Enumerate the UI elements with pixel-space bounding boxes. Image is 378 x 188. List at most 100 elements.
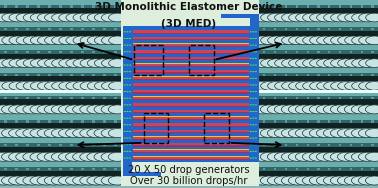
Bar xyxy=(259,176,378,185)
Circle shape xyxy=(16,13,34,22)
Circle shape xyxy=(9,82,26,90)
Circle shape xyxy=(249,78,252,79)
Bar xyxy=(133,110,249,114)
Bar xyxy=(133,68,249,70)
Circle shape xyxy=(51,152,70,161)
Bar xyxy=(37,144,40,146)
Bar xyxy=(26,144,29,146)
Circle shape xyxy=(129,151,131,152)
Circle shape xyxy=(37,13,55,22)
Bar xyxy=(37,28,40,30)
Bar xyxy=(133,102,249,103)
Bar xyxy=(133,146,249,147)
Text: 20 X 50 drop generators: 20 X 50 drop generators xyxy=(128,164,250,175)
Circle shape xyxy=(310,59,327,67)
Circle shape xyxy=(366,59,378,67)
Circle shape xyxy=(331,82,348,90)
Bar xyxy=(133,90,249,94)
Bar xyxy=(133,95,249,96)
Bar xyxy=(133,46,249,47)
Circle shape xyxy=(310,36,327,45)
Bar xyxy=(103,168,105,170)
Circle shape xyxy=(126,144,129,145)
Bar xyxy=(285,51,287,53)
Circle shape xyxy=(255,104,257,105)
Circle shape xyxy=(252,144,254,145)
Circle shape xyxy=(94,36,112,45)
Circle shape xyxy=(9,152,27,161)
Circle shape xyxy=(351,105,370,114)
Circle shape xyxy=(65,105,84,114)
Circle shape xyxy=(80,152,98,161)
Bar xyxy=(318,168,320,170)
Bar xyxy=(361,120,363,123)
Circle shape xyxy=(330,152,349,161)
Circle shape xyxy=(124,64,126,66)
Bar xyxy=(133,79,249,80)
Bar xyxy=(123,162,132,173)
Bar xyxy=(259,128,378,137)
Bar xyxy=(133,142,249,143)
Circle shape xyxy=(124,71,126,72)
Circle shape xyxy=(66,36,84,45)
Circle shape xyxy=(352,82,369,90)
Bar xyxy=(372,97,374,99)
Bar xyxy=(328,120,330,123)
Circle shape xyxy=(101,176,119,185)
Bar xyxy=(361,168,363,170)
Circle shape xyxy=(126,71,129,72)
Bar xyxy=(70,120,73,123)
Circle shape xyxy=(108,176,127,185)
Circle shape xyxy=(108,82,126,90)
Circle shape xyxy=(129,124,131,125)
Circle shape xyxy=(9,36,26,45)
Circle shape xyxy=(129,157,131,158)
Bar xyxy=(0,73,121,76)
Bar xyxy=(133,139,249,140)
Circle shape xyxy=(80,13,98,22)
Bar xyxy=(133,53,249,54)
Bar xyxy=(0,5,121,8)
Bar xyxy=(372,51,374,53)
Bar xyxy=(0,143,121,147)
Bar xyxy=(350,97,352,99)
Bar xyxy=(70,168,73,170)
Circle shape xyxy=(65,152,84,161)
Bar xyxy=(0,123,121,128)
Bar xyxy=(296,51,298,53)
Circle shape xyxy=(94,82,112,90)
Circle shape xyxy=(124,151,126,152)
Bar xyxy=(103,120,105,123)
Bar xyxy=(81,74,84,76)
Bar xyxy=(318,97,320,99)
Circle shape xyxy=(249,31,252,32)
Circle shape xyxy=(37,105,56,114)
Bar xyxy=(274,97,276,99)
Bar xyxy=(274,74,276,76)
Circle shape xyxy=(80,36,98,45)
Circle shape xyxy=(255,84,257,86)
Bar xyxy=(133,75,249,77)
Bar xyxy=(0,105,121,114)
Bar xyxy=(0,54,121,58)
Bar xyxy=(259,31,378,36)
Circle shape xyxy=(358,176,376,185)
Circle shape xyxy=(126,31,129,32)
Circle shape xyxy=(309,176,328,185)
Circle shape xyxy=(126,124,129,125)
Bar xyxy=(37,51,40,53)
Circle shape xyxy=(303,59,320,67)
Circle shape xyxy=(302,105,321,114)
Circle shape xyxy=(30,13,48,22)
Circle shape xyxy=(324,82,341,90)
Circle shape xyxy=(267,176,286,185)
Circle shape xyxy=(124,118,126,119)
Circle shape xyxy=(9,105,27,114)
Circle shape xyxy=(94,152,112,161)
Circle shape xyxy=(51,176,70,185)
Bar xyxy=(133,63,249,64)
Bar xyxy=(285,28,287,30)
Circle shape xyxy=(254,82,271,90)
Circle shape xyxy=(129,91,131,92)
Bar xyxy=(92,74,94,76)
